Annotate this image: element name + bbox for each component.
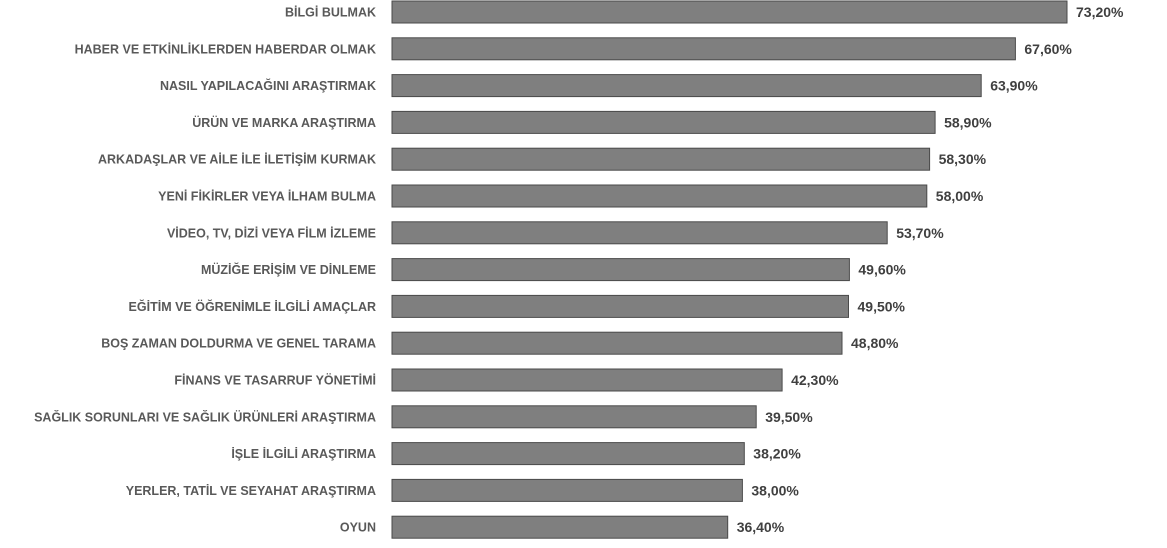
bar [391, 294, 849, 318]
category-label: İŞLE İLGİLİ ARAŞTIRMA [231, 446, 376, 461]
bar [391, 331, 843, 355]
category-labels-group: BİLGİ BULMAK HABER VE ETKİNLİKLERDEN HABE… [34, 5, 376, 535]
value-label: 36,40% [737, 519, 785, 535]
category-label: SAĞLIK SORUNLARI VE SAĞLIK ÜRÜNLERİ ARAŞ… [34, 409, 376, 424]
category-label: ARKADAŞLAR VE AİLE İLE İLETİŞİM KURMAK [98, 152, 376, 167]
category-label: EĞİTİM VE ÖĞRENİMLE İLGİLİ AMAÇLAR [129, 299, 376, 314]
value-label: 49,60% [858, 262, 906, 278]
value-label: 38,20% [753, 446, 801, 462]
value-labels-group: 73,20% 67,60% 63,90% 58,90% 58,30% 58,00% 53,7… [737, 4, 1124, 535]
value-label: 58,30% [939, 151, 987, 167]
bar [391, 515, 729, 539]
value-label: 58,90% [944, 114, 992, 130]
value-label: 53,70% [896, 225, 944, 241]
bar [391, 258, 850, 282]
bar [391, 221, 888, 245]
category-label: MÜZİĞE ERİŞİM VE DİNLEME [201, 262, 376, 277]
value-label: 49,50% [858, 298, 906, 314]
category-label: FİNANS VE TASARRUF YÖNETİMİ [174, 373, 376, 388]
value-label: 67,60% [1024, 41, 1072, 57]
bar [391, 442, 745, 466]
value-label: 38,00% [751, 482, 799, 498]
bar [391, 478, 743, 502]
bars-group [391, 0, 1068, 539]
value-label: 48,80% [851, 335, 899, 351]
category-label: NASIL YAPILACAĞINI ARAŞTIRMAK [160, 78, 376, 93]
value-label: 63,90% [990, 78, 1038, 94]
bar [391, 184, 928, 208]
bar [391, 368, 783, 392]
category-label: BİLGİ BULMAK [285, 5, 376, 20]
value-label: 39,50% [765, 409, 813, 425]
bar [391, 74, 982, 98]
category-label: YERLER, TATİL VE SEYAHAT ARAŞTIRMA [126, 483, 376, 498]
bar [391, 0, 1068, 24]
category-label: HABER VE ETKİNLİKLERDEN HABERDAR OLMAK [75, 41, 376, 56]
value-label: 42,30% [791, 372, 839, 388]
bar [391, 110, 936, 134]
category-label: ÜRÜN VE MARKA ARAŞTIRMA [192, 115, 376, 130]
category-label: YENİ FİKİRLER VEYA İLHAM BULMA [158, 189, 376, 204]
bar [391, 405, 757, 429]
category-label: BOŞ ZAMAN DOLDURMA VE GENEL TARAMA [101, 337, 376, 351]
value-label: 73,20% [1076, 4, 1124, 20]
bar [391, 37, 1016, 61]
value-label: 58,00% [936, 188, 984, 204]
category-label: OYUN [340, 521, 376, 535]
category-label: VİDEO, TV, DİZİ VEYA FİLM İZLEME [167, 225, 376, 240]
bar [391, 147, 931, 171]
